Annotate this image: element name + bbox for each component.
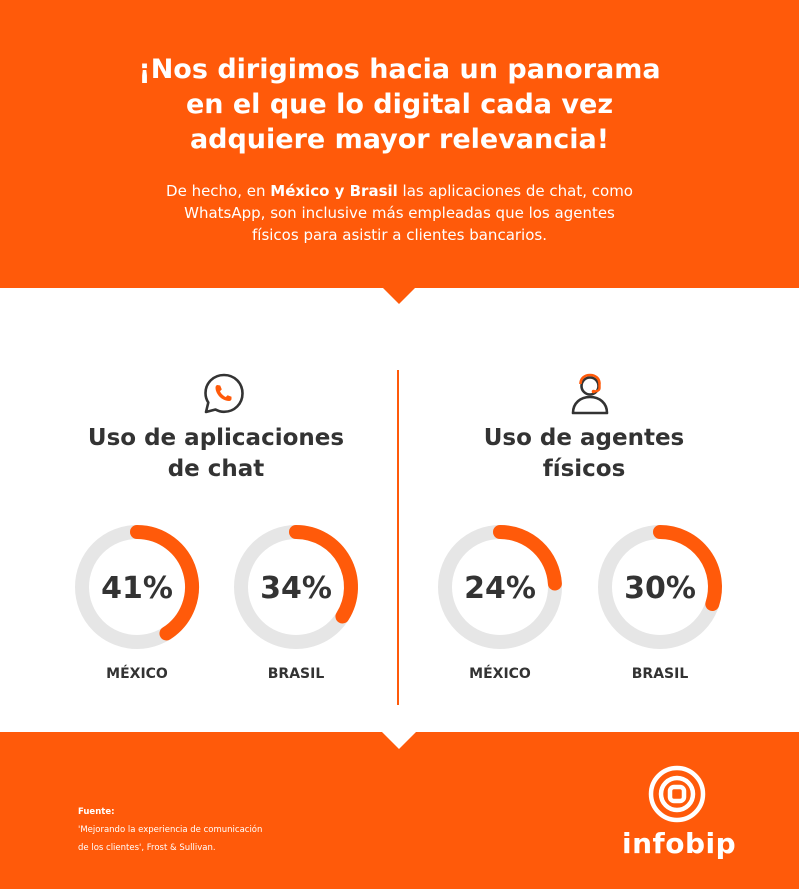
footer-banner — [0, 732, 799, 889]
intro-line-2: WhatsApp, son inclusive más empleadas qu… — [184, 204, 615, 222]
source-label: Fuente: — [78, 807, 115, 817]
donut-value-label: 34% — [260, 571, 332, 606]
intro-line-1-end: las aplicaciones de chat, como — [397, 182, 633, 200]
source-text: 'Mejorando la experiencia de comunicació… — [78, 825, 263, 835]
agents-title: Uso de agentes físicos — [394, 423, 774, 485]
donut-category-label: MÉXICO — [106, 665, 168, 682]
whatsapp-chat-icon — [204, 373, 244, 414]
infobip-logo: infobip — [622, 765, 737, 860]
footer-notch — [382, 732, 416, 749]
donut-category-label: BRASIL — [632, 666, 689, 682]
donut-value-label: 41% — [101, 571, 173, 606]
donut-value-label: 30% — [624, 571, 696, 606]
donut-value-arc — [653, 525, 722, 611]
column-divider — [397, 370, 399, 705]
donut-value-label: 24% — [464, 571, 536, 606]
header-banner: ¡Nos dirigimos hacia un panorama en el q… — [0, 0, 799, 288]
infobip-logo-mark — [648, 765, 706, 823]
logo-wordmark: infobip — [622, 827, 737, 860]
donut-category-label: BRASIL — [268, 666, 325, 682]
chat-apps-title: Uso de aplicaciones de chat — [26, 423, 406, 485]
source-text: de los clientes', Frost & Sullivan. — [78, 843, 216, 853]
donut-value-arc — [289, 525, 358, 624]
intro-line-3: físicos para asistir a clientes bancario… — [252, 226, 547, 244]
headline-line: en el que lo digital cada vez — [185, 89, 614, 120]
headline-line: ¡Nos dirigimos hacia un panorama — [138, 54, 661, 85]
donut-value-arc — [130, 525, 199, 641]
intro-highlight: México y Brasil — [270, 182, 398, 200]
headline: ¡Nos dirigimos hacia un panorama en el q… — [0, 52, 799, 157]
intro-line-1: De hecho, en México y Brasil las aplicac… — [0, 180, 799, 202]
agents-title-line: Uso de agentes — [483, 425, 685, 451]
source-note: Fuente: 'Mejorando la experiencia de com… — [78, 803, 262, 857]
agents-title-line: físicos — [542, 456, 626, 482]
donut-category-label: MÉXICO — [469, 665, 531, 682]
headline-line: adquiere mayor relevancia! — [189, 124, 610, 155]
chat-apps-title-line: de chat — [167, 456, 265, 482]
intro-line-1-start: De hecho, en — [166, 182, 271, 200]
donut-value-arc — [493, 525, 562, 591]
header-notch — [382, 287, 416, 304]
chat-apps-title-line: Uso de aplicaciones — [87, 425, 345, 451]
intro-text: De hecho, en México y Brasil las aplicac… — [0, 180, 799, 246]
support-agent-icon — [571, 373, 609, 415]
